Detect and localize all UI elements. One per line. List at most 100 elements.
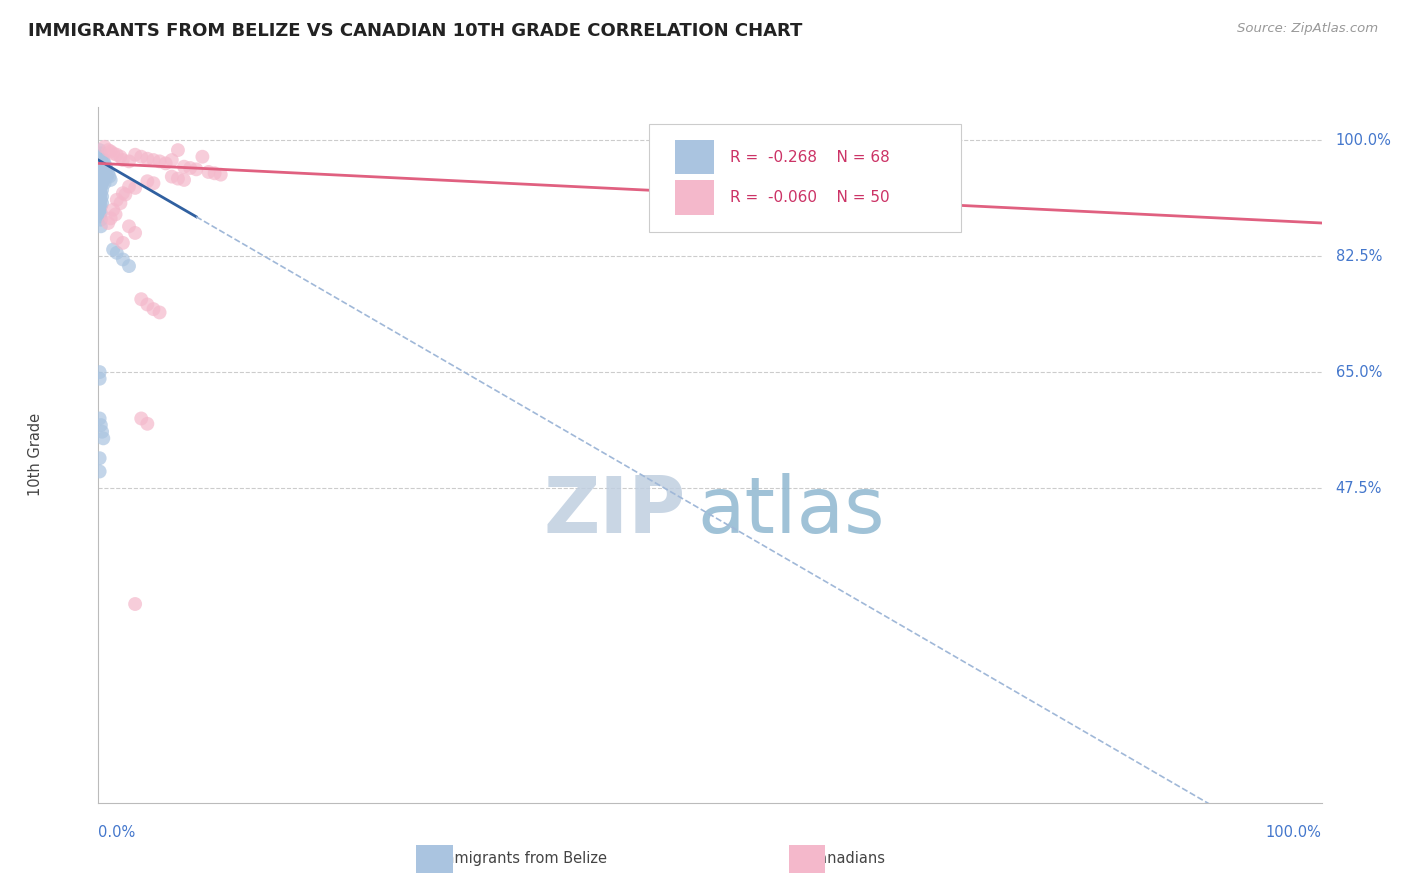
Point [90, 160, 112, 174]
Point [118, 179, 141, 194]
Point [90, 212, 112, 227]
Point [90, 206, 112, 220]
Point [89, 193, 111, 207]
Point [89, 150, 111, 164]
Text: 10th Grade: 10th Grade [28, 413, 42, 497]
Point [111, 186, 134, 201]
Point [129, 411, 152, 425]
Point [91, 183, 114, 197]
Point [136, 297, 159, 311]
Point [186, 162, 208, 177]
Point [111, 252, 134, 267]
Text: 47.5%: 47.5% [1336, 481, 1382, 496]
Text: Canadians: Canadians [794, 851, 886, 865]
Point [167, 143, 190, 157]
Point [89, 189, 111, 203]
Point [100, 145, 122, 159]
FancyBboxPatch shape [648, 124, 960, 232]
FancyBboxPatch shape [675, 180, 714, 215]
Point [173, 160, 195, 174]
Point [209, 168, 232, 182]
Point [89, 166, 111, 180]
Point [89, 163, 111, 178]
Point [91, 150, 114, 164]
Point [97, 166, 120, 180]
Point [105, 231, 128, 245]
Point [90, 199, 112, 213]
Point [89, 156, 111, 170]
Point [90, 418, 112, 433]
FancyBboxPatch shape [675, 140, 714, 174]
Point [149, 154, 172, 169]
Point [98, 169, 121, 184]
Point [89, 176, 111, 190]
Point [110, 196, 132, 211]
Point [142, 153, 165, 167]
Point [90, 166, 112, 180]
Point [90, 186, 112, 201]
Point [94, 160, 117, 174]
Point [124, 226, 146, 240]
Point [191, 150, 214, 164]
Point [90, 219, 112, 234]
Point [149, 305, 172, 319]
Point [136, 152, 159, 166]
Point [89, 202, 111, 217]
Point [104, 207, 127, 221]
Point [136, 417, 159, 431]
Point [89, 143, 111, 157]
Point [89, 465, 111, 479]
Point [91, 196, 114, 211]
Point [89, 210, 111, 224]
Point [96, 169, 118, 184]
Point [110, 150, 132, 164]
Text: 100.0%: 100.0% [1336, 133, 1392, 148]
Point [167, 171, 190, 186]
Point [89, 365, 111, 379]
Point [105, 193, 128, 207]
Point [89, 186, 111, 201]
Point [89, 206, 111, 220]
Point [160, 153, 183, 167]
Point [118, 154, 141, 169]
Text: 65.0%: 65.0% [1336, 365, 1382, 380]
Point [93, 163, 115, 178]
Point [93, 156, 115, 170]
Point [105, 245, 128, 260]
Point [124, 597, 146, 611]
Text: R =  -0.060    N = 50: R = -0.060 N = 50 [730, 190, 889, 205]
Point [97, 216, 120, 230]
Point [129, 292, 152, 306]
Point [90, 173, 112, 187]
Point [124, 147, 146, 161]
Point [97, 143, 120, 157]
Point [89, 173, 111, 187]
Point [91, 173, 114, 187]
Point [93, 169, 115, 184]
Text: R =  -0.268    N = 68: R = -0.268 N = 68 [730, 150, 890, 165]
Point [111, 153, 134, 167]
Point [89, 451, 111, 466]
Point [89, 196, 111, 211]
Point [93, 140, 115, 154]
Point [89, 411, 111, 425]
Point [129, 150, 152, 164]
Text: Immigrants from Belize: Immigrants from Belize [422, 851, 607, 865]
Text: 82.5%: 82.5% [1336, 249, 1382, 264]
Point [91, 176, 114, 190]
Point [204, 166, 226, 180]
Point [142, 176, 165, 190]
Point [90, 193, 112, 207]
Point [91, 425, 114, 439]
Point [89, 199, 111, 213]
Point [100, 211, 122, 226]
Text: 0.0%: 0.0% [98, 825, 135, 840]
Text: 100.0%: 100.0% [1265, 825, 1322, 840]
Text: Source: ZipAtlas.com: Source: ZipAtlas.com [1237, 22, 1378, 36]
Point [91, 166, 114, 180]
Text: atlas: atlas [697, 473, 886, 549]
Point [142, 302, 165, 317]
Point [90, 153, 112, 167]
Text: ZIP: ZIP [543, 473, 686, 549]
Point [89, 160, 111, 174]
